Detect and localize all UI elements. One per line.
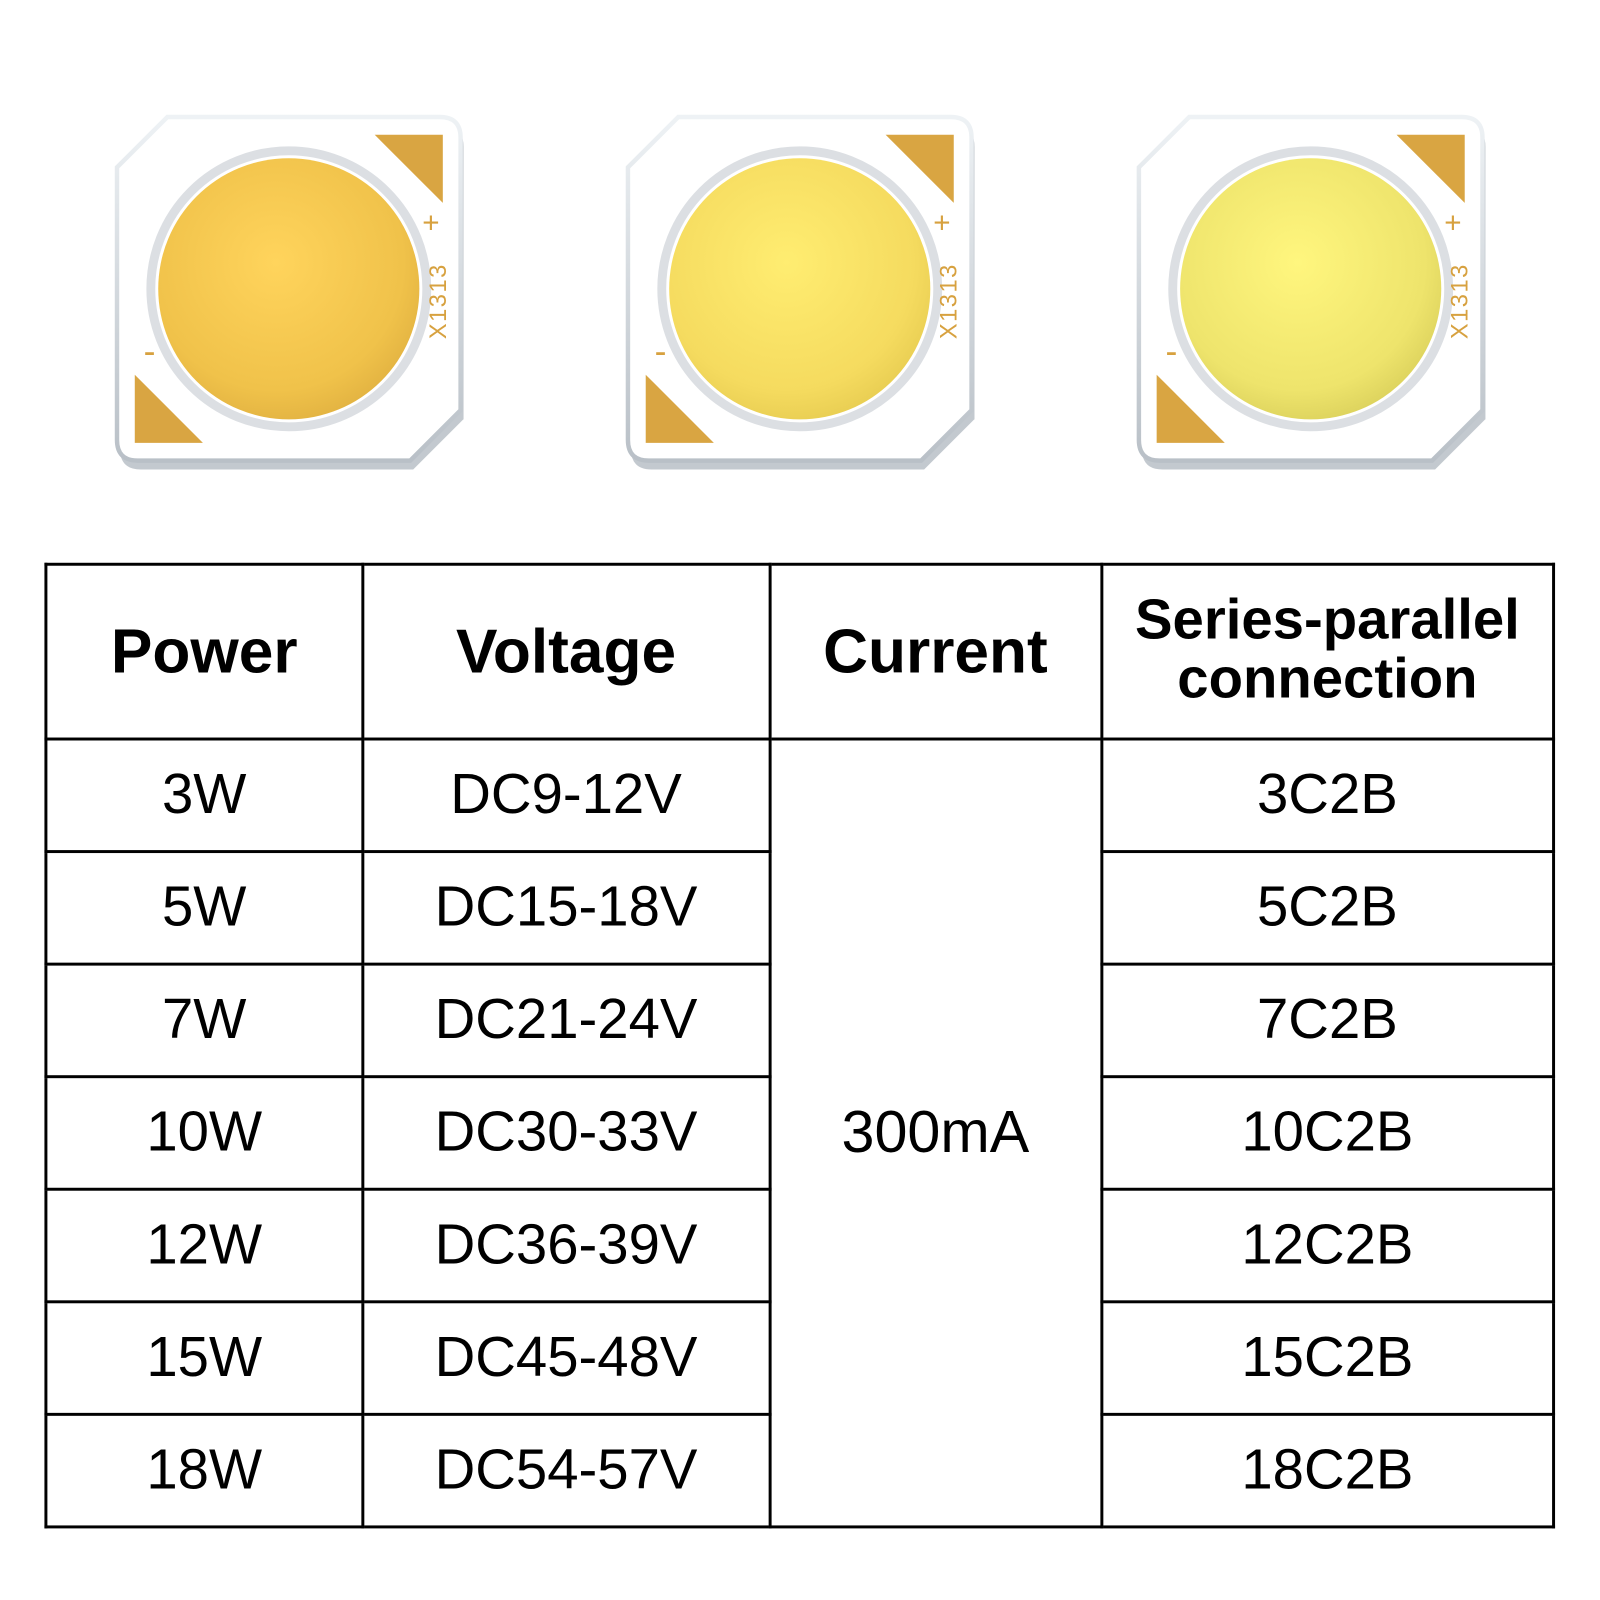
- cell-voltage: DC30-33V: [362, 1077, 769, 1190]
- cell-power: 10W: [46, 1077, 363, 1190]
- led-chip-icon: + - X1313: [607, 96, 992, 481]
- table-row: 3WDC9-12V300mA3C2B: [46, 739, 1554, 852]
- cell-connection: 7C2B: [1101, 964, 1553, 1077]
- cell-power: 18W: [46, 1414, 363, 1527]
- cell-voltage: DC9-12V: [362, 739, 769, 852]
- led-chip-1: + - X1313: [96, 96, 481, 481]
- led-chip-2: + - X1313: [607, 96, 992, 481]
- cell-power: 15W: [46, 1302, 363, 1415]
- led-chip-icon: + - X1313: [1118, 96, 1503, 481]
- svg-text:+: +: [422, 207, 439, 240]
- svg-text:X1313: X1313: [937, 263, 963, 339]
- cell-voltage: DC36-39V: [362, 1189, 769, 1302]
- cell-connection: 12C2B: [1101, 1189, 1553, 1302]
- led-chip-3: + - X1313: [1118, 96, 1503, 481]
- col-header-connection: Series-parallelconnection: [1101, 564, 1553, 739]
- cell-power: 3W: [46, 739, 363, 852]
- cell-power: 12W: [46, 1189, 363, 1302]
- cell-voltage: DC21-24V: [362, 964, 769, 1077]
- cell-current-merged: 300mA: [770, 739, 1102, 1527]
- svg-text:+: +: [933, 207, 950, 240]
- col-header-current: Current: [770, 564, 1102, 739]
- table-body: 3WDC9-12V300mA3C2B5WDC15-18V5C2B7WDC21-2…: [46, 739, 1554, 1527]
- svg-text:+: +: [1444, 207, 1461, 240]
- col-header-power: Power: [46, 564, 363, 739]
- cell-connection: 10C2B: [1101, 1077, 1553, 1190]
- cell-connection: 5C2B: [1101, 852, 1553, 965]
- spec-table: Power Voltage Current Series-parallelcon…: [44, 563, 1555, 1529]
- table-header: Power Voltage Current Series-parallelcon…: [46, 564, 1554, 739]
- svg-text:X1313: X1313: [426, 263, 452, 339]
- chip-image-row: + - X1313 + - X1313: [44, 0, 1555, 563]
- svg-text:-: -: [655, 331, 667, 371]
- cell-power: 5W: [46, 852, 363, 965]
- cell-voltage: DC15-18V: [362, 852, 769, 965]
- led-chip-icon: + - X1313: [96, 96, 481, 481]
- cell-power: 7W: [46, 964, 363, 1077]
- cell-voltage: DC54-57V: [362, 1414, 769, 1527]
- svg-text:X1313: X1313: [1448, 263, 1474, 339]
- page-canvas: + - X1313 + - X1313: [0, 0, 1599, 1599]
- cell-voltage: DC45-48V: [362, 1302, 769, 1415]
- svg-text:-: -: [1166, 331, 1178, 371]
- cell-connection: 3C2B: [1101, 739, 1553, 852]
- col-header-voltage: Voltage: [362, 564, 769, 739]
- svg-text:-: -: [144, 331, 156, 371]
- cell-connection: 18C2B: [1101, 1414, 1553, 1527]
- cell-connection: 15C2B: [1101, 1302, 1553, 1415]
